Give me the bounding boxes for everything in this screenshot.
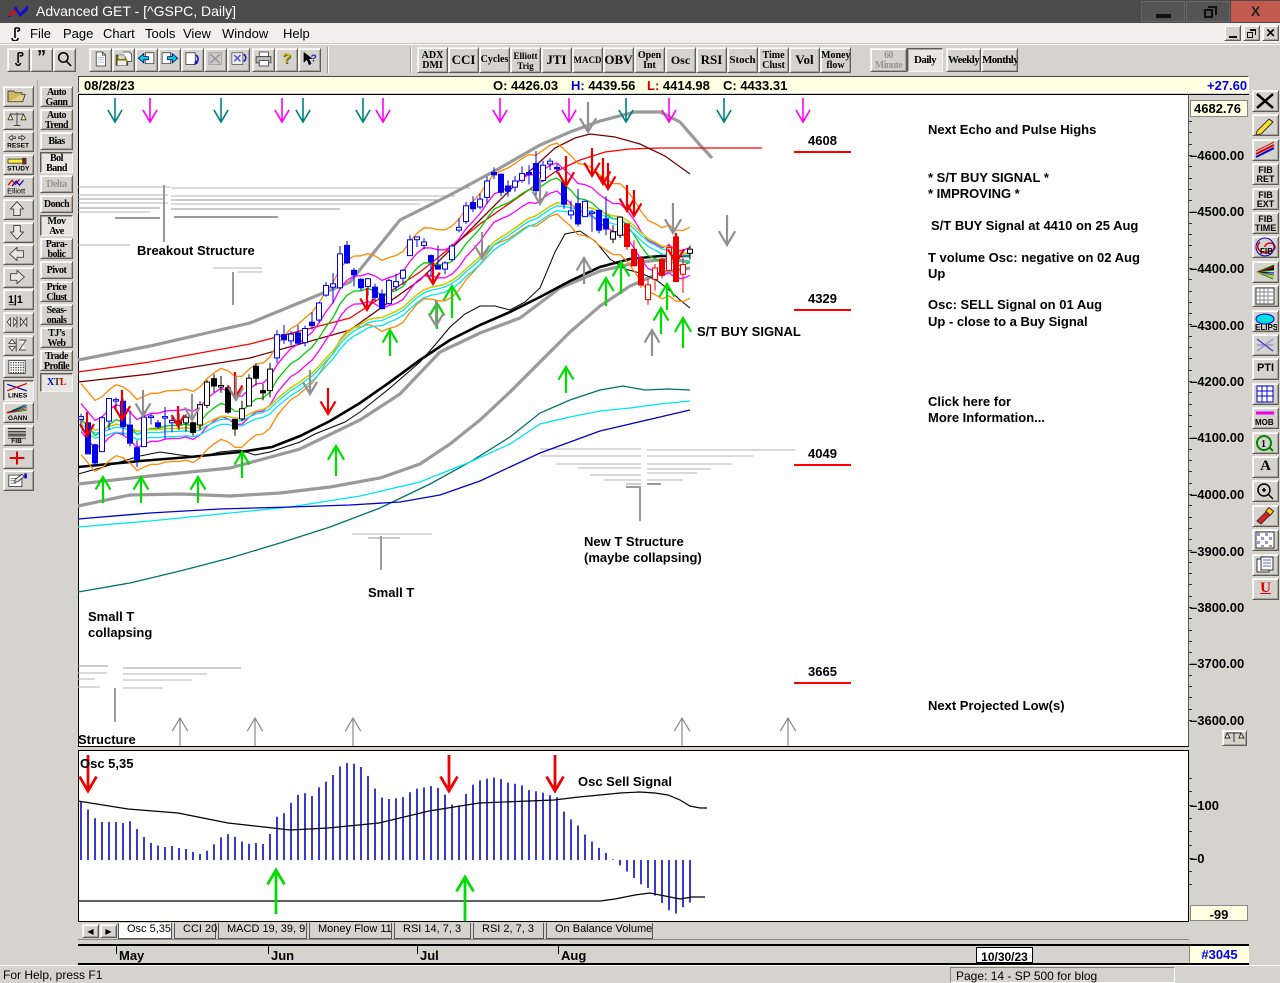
svg-text:Click here for: Click here for [928, 394, 1011, 409]
svg-text:Small T: Small T [88, 609, 134, 624]
svg-text:Osc 5,35: Osc 5,35 [80, 756, 134, 771]
svg-text:(maybe collapsing): (maybe collapsing) [584, 550, 702, 565]
svg-text:Elliott: Elliott [7, 187, 25, 196]
svg-text:FIB: FIB [11, 438, 22, 444]
svg-text:RESET: RESET [7, 143, 29, 150]
svg-text:Up - close to a Buy Signal: Up - close to a Buy Signal [928, 314, 1088, 329]
svg-text:4608: 4608 [808, 133, 837, 148]
svg-text:Osc Sell Signal: Osc Sell Signal [578, 774, 672, 789]
svg-text:FIB: FIB [1260, 247, 1273, 256]
svg-text:3665: 3665 [808, 664, 837, 679]
svg-text:STUDY: STUDY [7, 165, 30, 172]
svg-text:Next Echo and Pulse Highs: Next Echo and Pulse Highs [928, 122, 1096, 137]
svg-text:1|1: 1|1 [8, 294, 23, 306]
svg-text:* IMPROVING *: * IMPROVING * [928, 186, 1021, 201]
svg-text:collapsing: collapsing [88, 625, 152, 640]
svg-text:New T Structure: New T Structure [584, 534, 684, 549]
svg-text:* S/T BUY SIGNAL *: * S/T BUY SIGNAL * [928, 170, 1050, 185]
svg-text:More Information...: More Information... [928, 410, 1045, 425]
svg-text:GANN: GANN [8, 416, 28, 422]
svg-text:Osc: SELL Signal on 01 Aug: Osc: SELL Signal on 01 Aug [928, 297, 1102, 312]
svg-text:4049: 4049 [808, 446, 837, 461]
svg-text:Structure: Structure [78, 732, 136, 747]
svg-text:Breakout Structure: Breakout Structure [137, 243, 255, 258]
svg-text:Up: Up [928, 266, 945, 281]
svg-text:?: ? [311, 53, 317, 64]
svg-text:Next Projected Low(s): Next Projected Low(s) [928, 698, 1065, 713]
svg-text:S/T BUY SIGNAL: S/T BUY SIGNAL [697, 324, 801, 339]
svg-text:ELIPS: ELIPS [1255, 323, 1277, 331]
svg-text:LINES: LINES [8, 392, 28, 399]
svg-text:S/T BUY Signal at 4410 on 25 A: S/T BUY Signal at 4410 on 25 Aug [931, 218, 1138, 233]
svg-text:MOB: MOB [1255, 418, 1274, 427]
svg-text:Small T: Small T [368, 585, 414, 600]
svg-text:4329: 4329 [808, 291, 837, 306]
svg-text:T volume Osc: negative on 02 A: T volume Osc: negative on 02 Aug [928, 250, 1140, 265]
svg-text:1: 1 [1261, 439, 1266, 450]
